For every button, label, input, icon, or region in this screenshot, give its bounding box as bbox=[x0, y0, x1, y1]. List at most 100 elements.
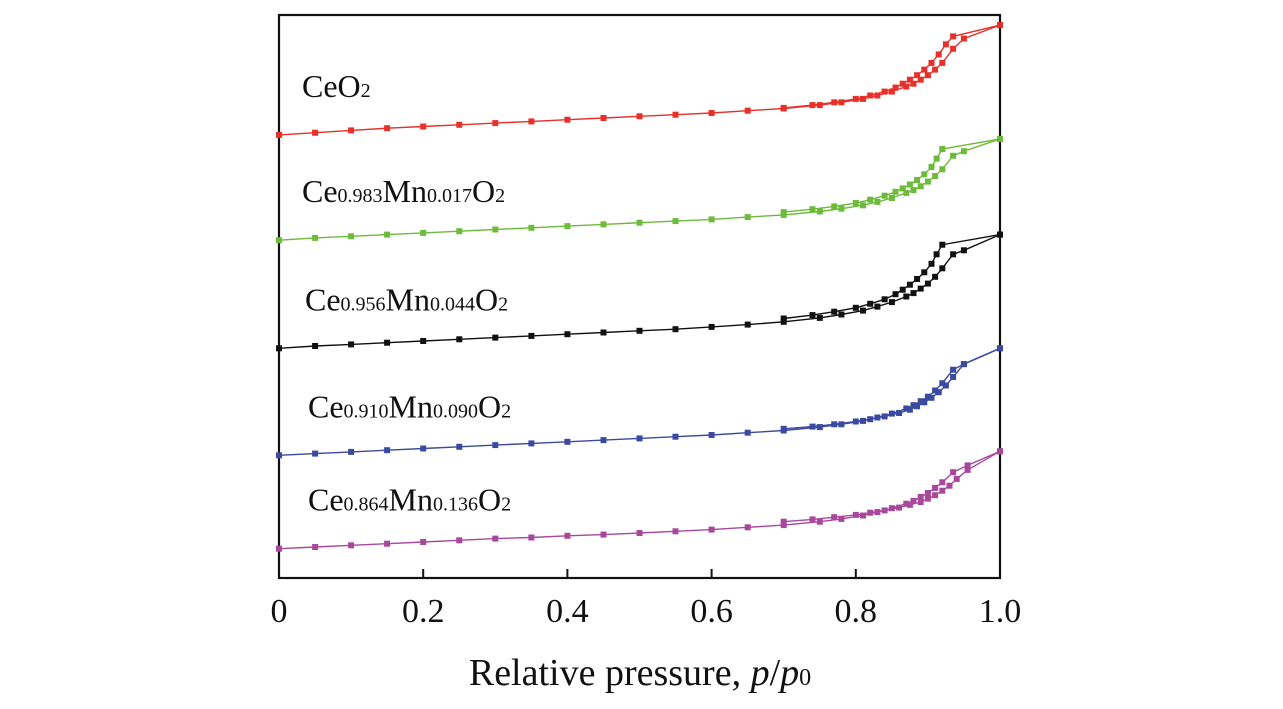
desorption-point bbox=[896, 504, 903, 511]
label-text: Mn bbox=[386, 281, 430, 317]
desorption-point bbox=[831, 514, 838, 521]
desorption-point bbox=[867, 92, 874, 99]
adsorption-point bbox=[888, 88, 895, 95]
desorption-point bbox=[881, 296, 888, 303]
label-subscript: 2 bbox=[501, 494, 511, 516]
series-labels: CeO2Ce0.983Mn0.017O2Ce0.956Mn0.044O2Ce0.… bbox=[302, 68, 511, 518]
adsorption-point bbox=[348, 233, 355, 240]
desorption-point bbox=[942, 41, 949, 48]
adsorption-point bbox=[276, 545, 282, 552]
desorption-point bbox=[997, 135, 1003, 142]
adsorption-point bbox=[838, 421, 845, 428]
adsorption-point bbox=[950, 152, 957, 159]
desorption-point bbox=[914, 276, 921, 282]
series-3 bbox=[276, 345, 1003, 459]
adsorption-point bbox=[903, 405, 910, 412]
adsorption-point bbox=[600, 115, 607, 121]
label-text: O bbox=[478, 482, 501, 518]
adsorption-point bbox=[492, 535, 499, 542]
adsorption-point bbox=[348, 341, 355, 348]
desorption-point bbox=[881, 192, 888, 199]
adsorption-point bbox=[860, 95, 866, 102]
desorption-point bbox=[892, 188, 899, 195]
series-0 bbox=[276, 22, 1003, 138]
adsorption-point bbox=[950, 251, 957, 258]
desorption-point bbox=[950, 374, 957, 380]
desorption-point bbox=[964, 466, 971, 473]
desorption-point bbox=[953, 475, 960, 482]
desorption-point bbox=[780, 425, 787, 432]
desorption-point bbox=[932, 492, 939, 499]
desorption-point bbox=[780, 518, 787, 525]
adsorption-point bbox=[744, 524, 751, 531]
label-text: Ce bbox=[308, 482, 344, 518]
label-subscript: 2 bbox=[498, 293, 508, 315]
desorption-point bbox=[950, 33, 957, 40]
adsorption-point bbox=[636, 530, 643, 536]
adsorption-point bbox=[312, 343, 319, 349]
adsorption-point bbox=[672, 111, 679, 118]
desorption-point bbox=[881, 88, 888, 95]
desorption-point bbox=[942, 382, 949, 389]
adsorption-point bbox=[860, 202, 866, 209]
adsorption-point bbox=[838, 205, 845, 212]
desorption-point bbox=[852, 200, 859, 206]
adsorption-point bbox=[384, 231, 391, 238]
desorption-point bbox=[780, 104, 787, 111]
adsorption-point bbox=[960, 148, 967, 155]
adsorption-point bbox=[960, 247, 967, 254]
adsorption-point bbox=[492, 226, 499, 233]
adsorption-point bbox=[564, 223, 571, 230]
desorption-point bbox=[914, 72, 921, 79]
x-tick-label: 0 bbox=[271, 593, 288, 630]
x-title-var: p bbox=[748, 652, 770, 694]
desorption-point bbox=[780, 315, 787, 322]
desorption-point bbox=[831, 99, 838, 106]
desorption-point bbox=[939, 241, 946, 248]
x-title-main: Relative pressure, bbox=[469, 652, 751, 694]
adsorption-point bbox=[348, 127, 355, 134]
label-subscript: 0.983 bbox=[338, 185, 383, 207]
desorption-point bbox=[892, 84, 899, 91]
desorption-point bbox=[928, 164, 935, 170]
adsorption-point bbox=[939, 265, 946, 272]
desorption-point bbox=[867, 196, 874, 203]
desorption-point bbox=[921, 171, 928, 178]
desorption-point bbox=[881, 507, 888, 514]
desorption-point bbox=[914, 177, 921, 183]
adsorption-point bbox=[903, 189, 910, 196]
adsorption-point bbox=[708, 526, 715, 533]
adsorption-point bbox=[888, 410, 895, 417]
desorption-line bbox=[783, 24, 1001, 109]
desorption-point bbox=[997, 345, 1003, 352]
label-text: O bbox=[472, 173, 495, 209]
adsorption-point bbox=[636, 113, 643, 120]
adsorption-point bbox=[456, 443, 463, 450]
label-text: Mn bbox=[383, 173, 427, 209]
adsorption-point bbox=[874, 92, 881, 99]
adsorption-point bbox=[917, 493, 924, 500]
adsorption-point bbox=[917, 76, 924, 83]
adsorption-point bbox=[276, 452, 282, 459]
series-label: Ce0.956Mn0.044O2 bbox=[305, 281, 508, 317]
adsorption-point bbox=[838, 99, 845, 106]
label-subscript: 0.017 bbox=[427, 185, 472, 207]
series-layer bbox=[276, 22, 1003, 552]
adsorption-point bbox=[492, 442, 499, 449]
adsorption-point bbox=[932, 484, 939, 491]
label-text: Mn bbox=[389, 482, 433, 518]
x-title-sub: 0 bbox=[799, 665, 811, 691]
adsorption-point bbox=[910, 80, 917, 87]
adsorption-point bbox=[564, 116, 571, 123]
adsorption-point bbox=[564, 438, 571, 445]
label-text: Ce bbox=[302, 173, 338, 209]
adsorption-point bbox=[932, 387, 939, 394]
desorption-point bbox=[939, 487, 946, 494]
adsorption-point bbox=[636, 327, 643, 334]
adsorption-point bbox=[528, 440, 535, 447]
adsorption-point bbox=[348, 542, 355, 549]
adsorption-point bbox=[420, 229, 427, 236]
adsorption-point bbox=[384, 339, 391, 346]
desorption-point bbox=[928, 394, 935, 401]
